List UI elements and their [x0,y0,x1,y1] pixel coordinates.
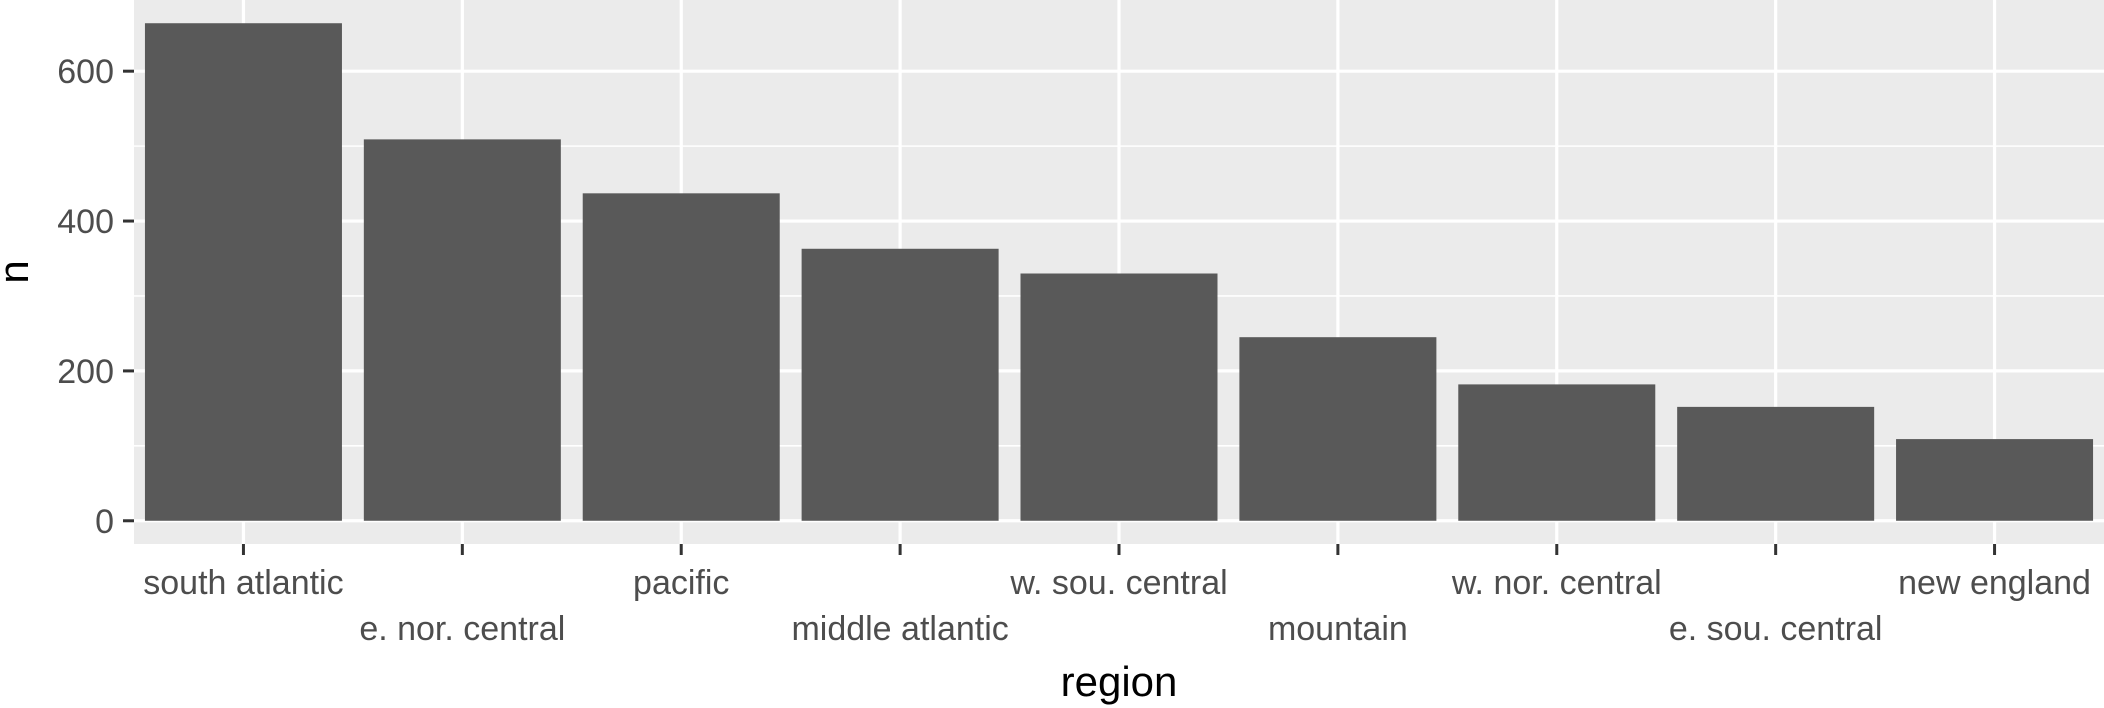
bar [801,248,999,521]
y-tick-label: 400 [57,203,114,241]
x-tick-label: middle atlantic [791,610,1008,648]
y-tick-label: 0 [95,503,114,541]
bars [144,23,2094,521]
bar [1239,337,1437,521]
x-tick-label: e. sou. central [1669,610,1883,648]
x-tick-label: new england [1898,564,2091,602]
bar [363,139,561,521]
x-tick-label: south atlantic [143,564,343,602]
x-axis-title: region [1061,658,1178,705]
bar [582,193,780,521]
x-tick-label: e. nor. central [359,610,565,648]
x-tick-label: w. sou. central [1009,564,1227,602]
bar [1677,406,1875,521]
y-axis: 0 200 400 600 [57,53,134,541]
bar [1896,439,2094,521]
x-tick-label: w. nor. central [1451,564,1662,602]
y-tick-label: 600 [57,53,114,91]
bar [1458,384,1656,521]
y-tick-label: 200 [57,353,114,391]
x-tick-label: pacific [633,564,729,602]
y-axis-title: n [0,260,37,283]
x-tick-label: mountain [1268,610,1408,648]
bar [1020,273,1218,521]
bar [144,23,342,521]
x-axis: south atlantic e. nor. central pacific midd… [143,544,2091,648]
